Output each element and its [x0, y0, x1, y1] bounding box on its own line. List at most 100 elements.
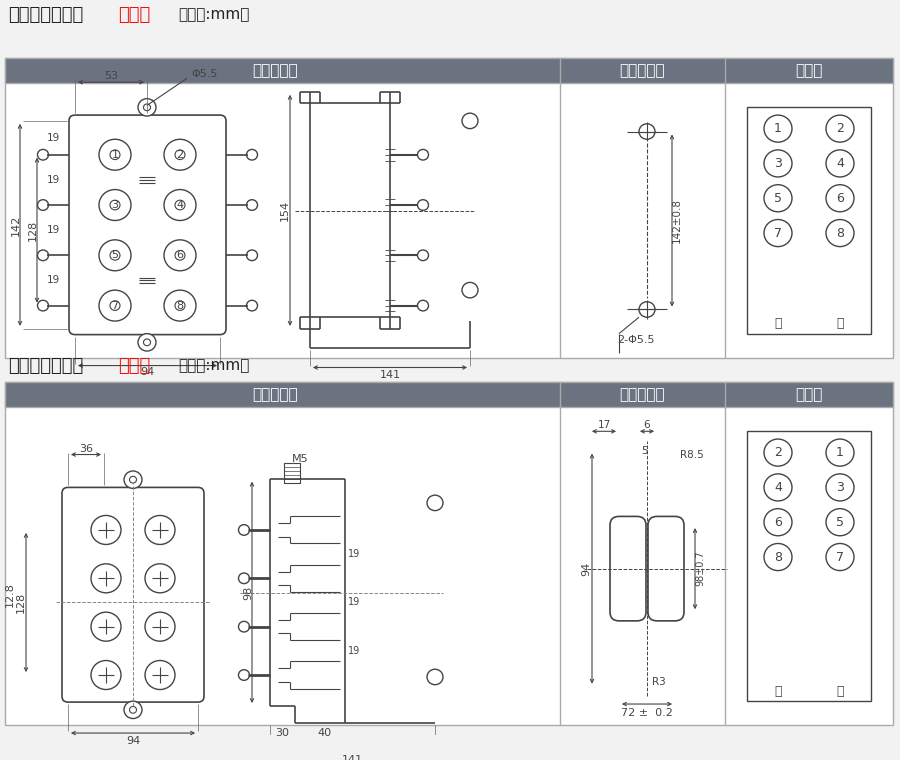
Text: 视: 视	[836, 318, 844, 331]
Circle shape	[99, 290, 131, 321]
Circle shape	[38, 300, 49, 311]
Circle shape	[38, 200, 49, 211]
Circle shape	[418, 200, 428, 211]
Text: 2: 2	[774, 446, 782, 459]
Text: 背: 背	[774, 685, 782, 698]
Circle shape	[238, 573, 249, 584]
Circle shape	[418, 150, 428, 160]
Text: 外形尺寸图: 外形尺寸图	[252, 387, 298, 402]
Text: （单位:mm）: （单位:mm）	[178, 7, 249, 22]
Circle shape	[99, 139, 131, 170]
Text: 94: 94	[581, 562, 591, 576]
Text: 前: 前	[774, 318, 782, 331]
Circle shape	[38, 250, 49, 261]
Circle shape	[99, 189, 131, 220]
Text: 7: 7	[836, 550, 844, 563]
Text: 2: 2	[836, 122, 844, 135]
Text: 8: 8	[774, 550, 782, 563]
Text: 154: 154	[280, 201, 290, 221]
Text: 141: 141	[341, 755, 363, 760]
FancyBboxPatch shape	[610, 517, 646, 621]
Circle shape	[639, 124, 655, 139]
Circle shape	[247, 200, 257, 211]
Circle shape	[164, 240, 196, 271]
Circle shape	[639, 302, 655, 317]
Text: （单位:mm）: （单位:mm）	[178, 358, 249, 373]
Circle shape	[826, 185, 854, 212]
Text: 19: 19	[47, 133, 59, 144]
Text: 98: 98	[243, 586, 253, 600]
Circle shape	[238, 670, 249, 680]
Bar	[5, 58, 893, 358]
Text: 12.8: 12.8	[5, 582, 15, 607]
Text: 后接线: 后接线	[118, 356, 150, 375]
Bar	[747, 107, 871, 334]
Text: 3: 3	[836, 481, 844, 494]
Circle shape	[764, 474, 792, 501]
Bar	[5, 382, 893, 725]
Circle shape	[110, 150, 120, 160]
FancyBboxPatch shape	[69, 115, 226, 334]
Text: 128: 128	[28, 220, 38, 241]
Circle shape	[138, 99, 156, 116]
Circle shape	[462, 283, 478, 298]
Circle shape	[764, 508, 792, 536]
Circle shape	[143, 339, 150, 346]
Text: 19: 19	[47, 225, 59, 235]
Text: 36: 36	[79, 444, 93, 454]
Circle shape	[164, 290, 196, 321]
Text: 72 ±  0.2: 72 ± 0.2	[621, 708, 673, 717]
Circle shape	[91, 515, 121, 544]
Bar	[5, 382, 893, 407]
Text: 安装开孔图: 安装开孔图	[619, 387, 665, 402]
Text: 141: 141	[380, 370, 400, 380]
Text: 142±0.8: 142±0.8	[672, 198, 682, 243]
Text: 7: 7	[774, 226, 782, 239]
Text: 4: 4	[774, 481, 782, 494]
Text: 4: 4	[836, 157, 844, 170]
Text: 19: 19	[348, 597, 360, 607]
Circle shape	[175, 251, 185, 260]
Circle shape	[145, 564, 175, 593]
Text: 40: 40	[318, 728, 332, 738]
Circle shape	[764, 115, 792, 142]
Text: R3: R3	[652, 677, 666, 687]
Circle shape	[145, 612, 175, 641]
Text: 19: 19	[47, 275, 59, 286]
Text: 30: 30	[275, 728, 289, 738]
Text: 1: 1	[774, 122, 782, 135]
Text: 6: 6	[774, 516, 782, 529]
Circle shape	[143, 104, 150, 111]
Text: 6: 6	[836, 192, 844, 204]
Text: 19: 19	[47, 175, 59, 185]
Circle shape	[764, 220, 792, 246]
Circle shape	[826, 150, 854, 177]
Circle shape	[38, 150, 49, 160]
Circle shape	[764, 543, 792, 571]
Text: 94: 94	[140, 367, 154, 377]
Text: 98±0.7: 98±0.7	[695, 551, 705, 587]
Circle shape	[764, 150, 792, 177]
Text: 外形尺寸图: 外形尺寸图	[252, 63, 298, 78]
Text: 3: 3	[112, 200, 119, 210]
Circle shape	[826, 220, 854, 246]
Circle shape	[247, 250, 257, 261]
Circle shape	[175, 200, 185, 210]
Circle shape	[427, 670, 443, 685]
Text: M5: M5	[292, 454, 309, 464]
Bar	[5, 58, 893, 83]
Text: 128: 128	[16, 592, 26, 613]
Circle shape	[826, 543, 854, 571]
Circle shape	[238, 524, 249, 535]
Circle shape	[238, 622, 249, 632]
Text: 94: 94	[126, 736, 140, 746]
Circle shape	[418, 300, 428, 311]
Circle shape	[826, 508, 854, 536]
Text: 8: 8	[176, 301, 184, 311]
FancyBboxPatch shape	[648, 517, 684, 621]
Text: Φ5.5: Φ5.5	[191, 69, 218, 80]
Circle shape	[427, 496, 443, 511]
Circle shape	[826, 115, 854, 142]
Bar	[284, 464, 300, 483]
Circle shape	[164, 189, 196, 220]
